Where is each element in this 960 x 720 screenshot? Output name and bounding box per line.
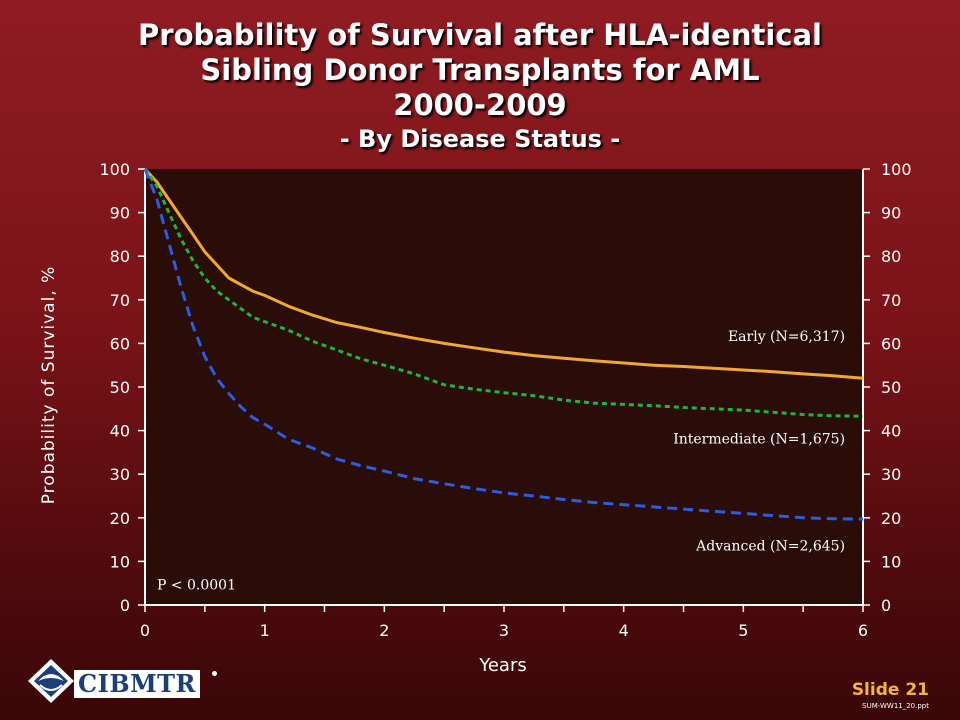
series-line-2 xyxy=(143,168,864,418)
y-tick-label-right: 10 xyxy=(881,552,901,571)
y-tick-label-right: 60 xyxy=(881,334,901,353)
y-tick-label-left: 40 xyxy=(110,422,130,441)
y-tick-label-left: 60 xyxy=(110,334,130,353)
y-tick-label-left: 90 xyxy=(110,204,130,223)
cibmtr-logo: CIBMTR xyxy=(26,657,217,705)
x-tick-label: 2 xyxy=(379,621,389,640)
y-tick-label-left: 80 xyxy=(110,247,130,266)
y-tick-label-left: 70 xyxy=(110,291,130,310)
x-tick-label: 5 xyxy=(738,621,748,640)
y-tick-label-right: 40 xyxy=(881,422,901,441)
x-tick-label: 3 xyxy=(499,621,509,640)
y-tick-label-right: 90 xyxy=(881,204,901,223)
y-tick-label-right: 80 xyxy=(881,247,901,266)
chart-title: Probability of Survival after HLA-identi… xyxy=(0,18,960,155)
x-tick-label: 1 xyxy=(260,621,270,640)
y-tick-label-left: 0 xyxy=(120,596,130,615)
slide-number: Slide 21 xyxy=(851,680,929,700)
logo-wordmark: CIBMTR xyxy=(74,670,200,698)
y-tick-label-right: 20 xyxy=(881,509,901,528)
y-tick-label-left: 10 xyxy=(110,552,130,571)
logo-diamond-icon xyxy=(28,659,74,703)
y-tick-label-right: 30 xyxy=(881,465,901,484)
series-label-2: Intermediate (N=1,675) xyxy=(673,432,845,448)
x-axis-label: Years xyxy=(479,655,527,676)
series-line-3 xyxy=(143,168,864,521)
y-axis-label: Probability of Survival, % xyxy=(39,265,59,505)
series-label-3: Advanced (N=2,645) xyxy=(695,539,845,555)
x-tick-label: 6 xyxy=(858,621,868,640)
y-tick-label-right: 0 xyxy=(881,596,891,615)
y-tick-label-left: 30 xyxy=(110,465,130,484)
x-tick-label: 0 xyxy=(140,621,150,640)
y-tick-label-left: 100 xyxy=(99,160,130,179)
title-line-2: Sibling Donor Transplants for AML xyxy=(200,53,760,87)
y-tick-label-right: 70 xyxy=(881,291,901,310)
chart-subtitle: - By Disease Status - xyxy=(339,125,621,153)
y-tick-label-right: 50 xyxy=(881,378,901,397)
logo-registered-dot xyxy=(212,671,217,676)
y-tick-label-right: 100 xyxy=(881,160,912,179)
plot-area xyxy=(145,169,863,605)
series-label-1: Early (N=6,317) xyxy=(728,329,845,345)
p-value-annotation: P < 0.0001 xyxy=(157,578,236,594)
title-line-3: 2000-2009 xyxy=(393,88,567,122)
y-tick-label-left: 20 xyxy=(110,509,130,528)
y-tick-label-left: 50 xyxy=(110,378,130,397)
title-line-1: Probability of Survival after HLA-identi… xyxy=(138,18,822,52)
x-tick-label: 4 xyxy=(619,621,629,640)
series-line-1 xyxy=(143,167,864,380)
file-reference: SUM-WW11_20.ppt xyxy=(862,702,929,710)
